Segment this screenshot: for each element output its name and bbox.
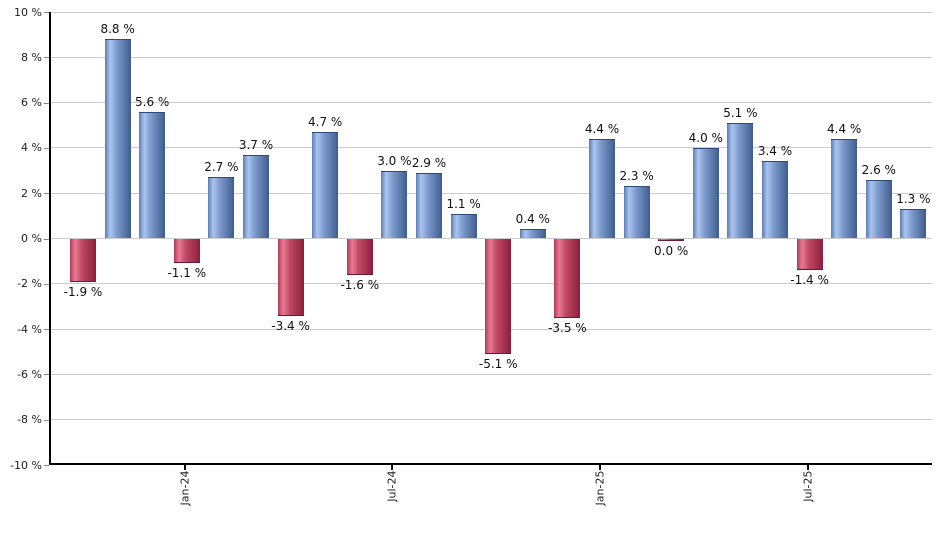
bar — [208, 177, 235, 239]
bar-value-label: 1.3 % — [896, 192, 931, 207]
bar — [727, 122, 754, 239]
bar — [173, 238, 200, 264]
bar-value-label: -1.9 % — [63, 284, 103, 299]
gridline — [51, 373, 932, 375]
bar — [139, 111, 166, 239]
bar — [831, 138, 858, 239]
x-tick-label: Jul-25 — [801, 470, 815, 502]
bar — [450, 213, 477, 239]
y-tick-label: 4 % — [21, 141, 42, 155]
y-tick-label: 2 % — [21, 186, 42, 200]
y-tick — [44, 193, 49, 195]
bar — [658, 238, 685, 241]
bar-value-label: 5.1 % — [723, 105, 758, 120]
bar-value-label: 0.0 % — [654, 243, 689, 258]
bar — [381, 170, 408, 239]
bar — [346, 238, 373, 275]
gridline — [51, 192, 932, 194]
gridline — [51, 102, 932, 104]
bar-value-label: -1.1 % — [167, 266, 207, 281]
bar — [554, 238, 581, 318]
y-tick — [44, 147, 49, 149]
bar-value-label: 3.7 % — [238, 137, 274, 152]
y-tick — [44, 465, 49, 466]
y-tick — [44, 374, 49, 376]
y-tick — [44, 329, 49, 331]
gridline — [51, 56, 932, 58]
gridline — [51, 11, 932, 13]
plot-area: -1.9 % 8.8 % 5.6 % -1.1 % 2.7 % 3.7 % -3.4 % 4.… — [49, 11, 932, 465]
bar-value-label: 3.0 % — [377, 153, 412, 168]
bar — [589, 138, 615, 239]
bar-value-label: 4.7 % — [308, 115, 343, 130]
bar-value-label: 5.6 % — [135, 94, 170, 109]
y-tick-label: -6 % — [17, 367, 42, 381]
bar-value-label: 0.4 % — [515, 212, 550, 227]
bar — [416, 172, 442, 239]
y-tick-label: 8 % — [21, 50, 42, 64]
bar — [243, 154, 269, 239]
y-tick-label: -8 % — [17, 413, 42, 427]
y-tick-label: 0 % — [21, 232, 42, 245]
y-tick — [44, 12, 49, 13]
bar — [762, 161, 788, 239]
bar — [312, 132, 339, 239]
bar-value-label: 2.6 % — [861, 162, 896, 177]
x-tick — [806, 465, 809, 470]
bar — [485, 238, 512, 354]
bar — [623, 186, 650, 239]
bar-value-label: 2.7 % — [204, 160, 239, 175]
y-tick-label: -4 % — [17, 322, 42, 336]
y-tick-label: 10 % — [14, 5, 42, 19]
gridline — [51, 147, 932, 149]
y-tick-label: -2 % — [17, 277, 42, 291]
bar-value-label: -1.6 % — [340, 277, 380, 292]
x-tick-label: Jan-25 — [593, 470, 607, 506]
x-tick — [599, 465, 601, 470]
y-tick — [44, 283, 49, 285]
bar-value-label: -1.4 % — [790, 273, 829, 288]
bar — [277, 238, 304, 316]
bar-value-label: -5.1 % — [478, 357, 518, 371]
bar-value-label: 1.1 % — [446, 196, 481, 211]
y-tick — [44, 57, 49, 59]
bar-value-label: -3.5 % — [548, 320, 587, 335]
y-tick — [44, 419, 49, 421]
bar-value-label: 4.4 % — [584, 121, 620, 136]
bar-value-label: 2.3 % — [619, 169, 654, 184]
x-tick-label: Jan-24 — [178, 470, 192, 506]
bar-value-label: 2.9 % — [411, 155, 447, 170]
y-tick — [44, 238, 49, 240]
bar-value-label: 3.4 % — [757, 144, 793, 159]
gridline — [51, 419, 932, 421]
bar — [865, 179, 892, 239]
y-tick-label: 6 % — [21, 96, 42, 110]
bar-value-label: -3.4 % — [271, 318, 310, 333]
bar — [692, 147, 719, 239]
bar — [70, 238, 96, 282]
y-tick-label: -10 % — [10, 458, 42, 472]
bar — [104, 39, 131, 239]
y-tick — [44, 102, 49, 104]
bar — [519, 229, 546, 239]
bar-value-label: 8.8 % — [100, 22, 135, 37]
bar-value-label: 4.0 % — [688, 130, 723, 145]
bar-value-label: 4.4 % — [827, 121, 862, 136]
x-tick — [391, 465, 394, 470]
bar — [796, 238, 823, 271]
x-tick — [183, 465, 186, 470]
bar — [900, 209, 927, 239]
x-tick-label: Jul-24 — [385, 470, 399, 502]
